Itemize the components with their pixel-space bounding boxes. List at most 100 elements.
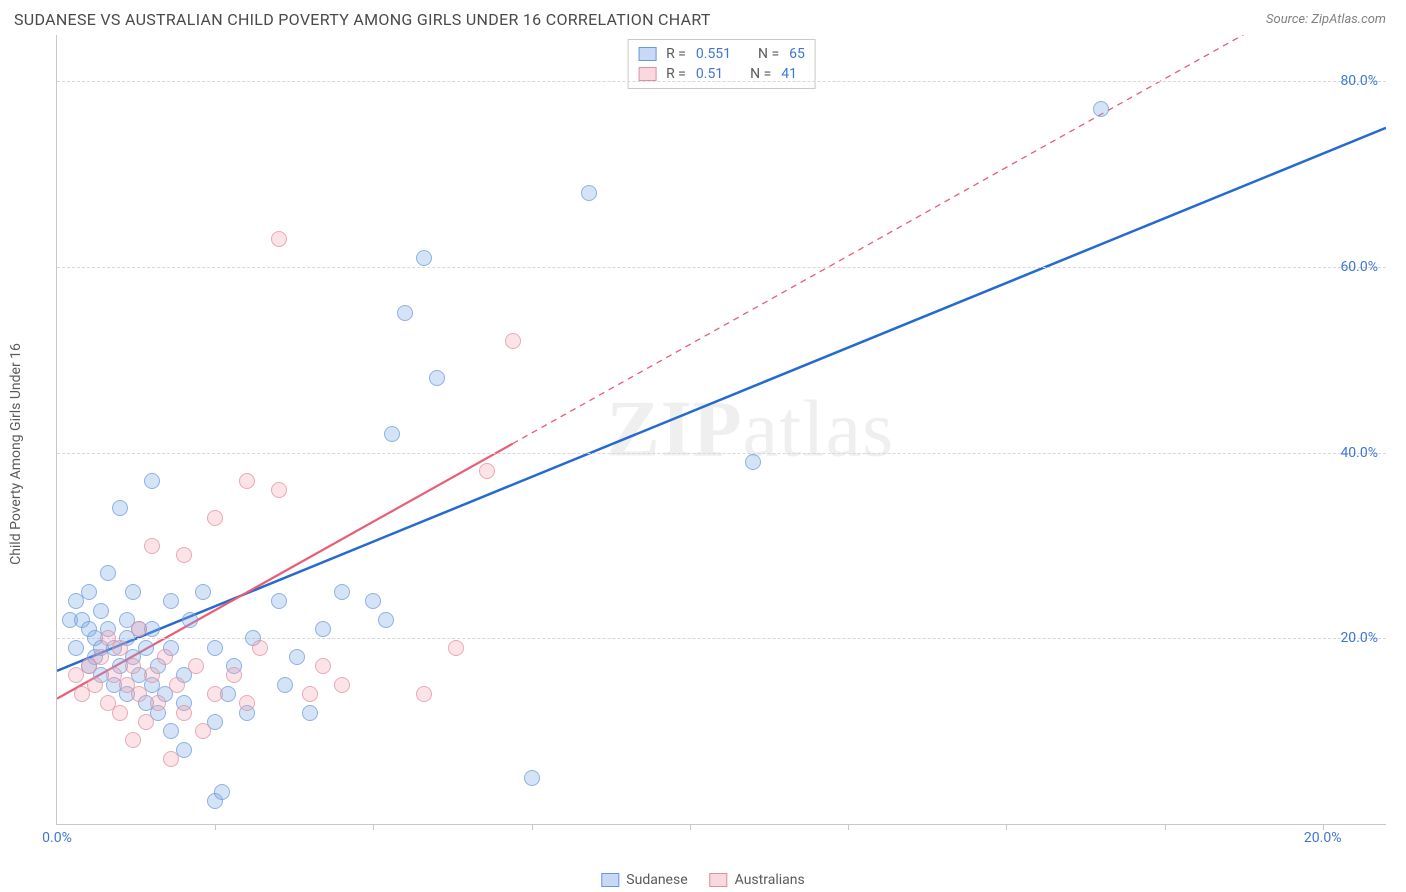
legend-label-sudanese: Sudanese xyxy=(626,872,687,888)
x-tick-mark xyxy=(1165,824,1166,830)
data-point xyxy=(302,686,318,702)
data-point xyxy=(150,695,166,711)
data-point xyxy=(226,667,242,683)
y-tick-label: 40.0% xyxy=(1340,445,1378,461)
data-point xyxy=(68,640,84,656)
data-point xyxy=(365,593,381,609)
swatch-australians xyxy=(638,67,656,81)
legend-item-sudanese: Sudanese xyxy=(601,872,687,888)
data-point xyxy=(302,705,318,721)
data-point xyxy=(138,640,154,656)
trend-lines xyxy=(57,35,1386,824)
data-point xyxy=(100,565,116,581)
r-value-australians: 0.51 xyxy=(696,66,723,82)
n-label: N = xyxy=(758,46,779,62)
n-value-australians: 41 xyxy=(781,66,797,82)
data-point xyxy=(315,658,331,674)
swatch-sudanese xyxy=(638,47,656,61)
scatter-chart: ZIPatlas R = 0.551 N = 65 R = 0.51 N = 4… xyxy=(56,35,1386,825)
data-point xyxy=(271,482,287,498)
data-point xyxy=(239,695,255,711)
source-label: Source: ZipAtlas.com xyxy=(1266,12,1386,27)
data-point xyxy=(157,649,173,665)
data-point xyxy=(93,649,109,665)
data-point xyxy=(334,677,350,693)
data-point xyxy=(87,677,103,693)
y-axis-label: Child Poverty Among Girls Under 16 xyxy=(8,343,24,565)
x-tick-label: 0.0% xyxy=(42,830,72,846)
data-point xyxy=(112,640,128,656)
swatch-australians xyxy=(710,873,728,887)
legend-label-australians: Australians xyxy=(735,872,805,888)
n-label: N = xyxy=(750,66,771,82)
data-point xyxy=(195,584,211,600)
y-tick-label: 80.0% xyxy=(1340,73,1378,89)
data-point xyxy=(125,584,141,600)
data-point xyxy=(112,705,128,721)
data-point xyxy=(144,473,160,489)
data-point xyxy=(195,723,211,739)
data-point xyxy=(207,686,223,702)
x-tick-mark xyxy=(532,824,533,830)
x-tick-mark xyxy=(690,824,691,830)
data-point xyxy=(271,593,287,609)
x-tick-label: 20.0% xyxy=(1304,830,1342,846)
data-point xyxy=(277,677,293,693)
data-point xyxy=(207,640,223,656)
data-point xyxy=(163,723,179,739)
data-point xyxy=(125,658,141,674)
r-label: R = xyxy=(666,66,686,82)
y-tick-label: 60.0% xyxy=(1340,259,1378,275)
data-point xyxy=(239,473,255,489)
data-point xyxy=(182,612,198,628)
x-tick-mark xyxy=(215,824,216,830)
data-point xyxy=(252,640,268,656)
data-point xyxy=(271,231,287,247)
gridline-h xyxy=(57,453,1386,454)
r-value-sudanese: 0.551 xyxy=(696,46,731,62)
series-legend: Sudanese Australians xyxy=(601,872,804,888)
data-point xyxy=(144,538,160,554)
data-point xyxy=(176,705,192,721)
chart-title: SUDANESE VS AUSTRALIAN CHILD POVERTY AMO… xyxy=(14,10,711,29)
r-label: R = xyxy=(666,46,686,62)
n-value-sudanese: 65 xyxy=(789,46,805,62)
data-point xyxy=(176,547,192,563)
gridline-h xyxy=(57,81,1386,82)
data-point xyxy=(416,250,432,266)
data-point xyxy=(289,649,305,665)
data-point xyxy=(163,593,179,609)
y-tick-label: 20.0% xyxy=(1340,630,1378,646)
x-tick-mark xyxy=(1006,824,1007,830)
data-point xyxy=(169,677,185,693)
data-point xyxy=(429,370,445,386)
data-point xyxy=(81,584,97,600)
data-point xyxy=(397,305,413,321)
data-point xyxy=(112,500,128,516)
data-point xyxy=(125,732,141,748)
data-point xyxy=(131,621,147,637)
data-point xyxy=(144,667,160,683)
data-point xyxy=(163,751,179,767)
data-point xyxy=(138,714,154,730)
gridline-h xyxy=(57,267,1386,268)
data-point xyxy=(93,603,109,619)
data-point xyxy=(524,770,540,786)
data-point xyxy=(505,333,521,349)
x-tick-mark xyxy=(848,824,849,830)
data-point xyxy=(581,185,597,201)
data-point xyxy=(207,510,223,526)
swatch-sudanese xyxy=(601,873,619,887)
data-point xyxy=(745,454,761,470)
data-point xyxy=(479,463,495,479)
data-point xyxy=(378,612,394,628)
data-point xyxy=(334,584,350,600)
legend-row-sudanese: R = 0.551 N = 65 xyxy=(638,44,805,64)
data-point xyxy=(315,621,331,637)
data-point xyxy=(448,640,464,656)
legend-item-australians: Australians xyxy=(710,872,805,888)
data-point xyxy=(1093,101,1109,117)
data-point xyxy=(384,426,400,442)
data-point xyxy=(214,784,230,800)
data-point xyxy=(188,658,204,674)
